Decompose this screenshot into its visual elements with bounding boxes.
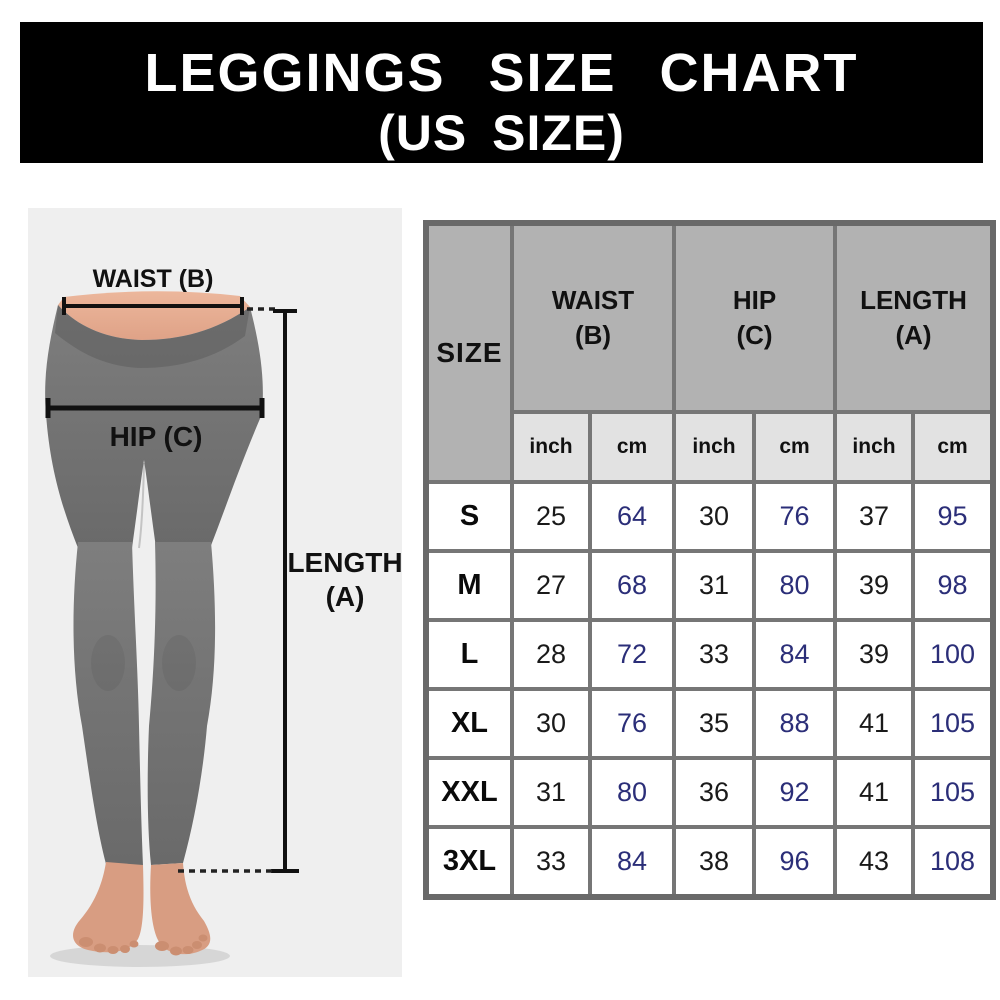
cell-value: 92 [752, 756, 837, 829]
cell-value: 84 [588, 825, 676, 899]
table-row: M 27 68 31 80 39 98 [424, 549, 996, 622]
cell-value: 37 [833, 480, 915, 553]
toes [79, 934, 208, 956]
cell-value: 84 [752, 618, 837, 691]
page-title: LEGGINGS SIZE CHART [144, 43, 859, 103]
cell-value: 41 [833, 687, 915, 760]
cell-value: 28 [510, 618, 592, 691]
left-foot [73, 862, 144, 953]
cell-value: 33 [510, 825, 592, 899]
cell-value: 30 [672, 480, 756, 553]
size-table: SIZE WAIST (B) HIP (C) LENGTH (A) inch c… [423, 220, 997, 900]
cell-value: 35 [672, 687, 756, 760]
cell-value: 39 [833, 549, 915, 622]
measurement-figure: WAIST (B) HIP (C) LENGTH (A) [28, 208, 402, 977]
title-banner: LEGGINGS SIZE CHART (US SIZE) [20, 22, 983, 163]
cell-value: 80 [752, 549, 837, 622]
length-label-line1: LENGTH [287, 547, 402, 578]
table-row: XXL 31 80 36 92 41 105 [424, 756, 996, 829]
cell-value: 95 [910, 480, 996, 553]
cell-value: 100 [910, 618, 996, 691]
cell-value: 98 [910, 549, 996, 622]
cell-value: 76 [752, 480, 837, 553]
size-label: L [424, 618, 514, 691]
cell-value: 30 [510, 687, 592, 760]
size-label: XL [424, 687, 514, 760]
table-row: 3XL 33 84 38 96 43 108 [424, 825, 996, 899]
cell-value: 33 [672, 618, 756, 691]
waist-group-line1: WAIST [551, 284, 635, 315]
length-group-header: LENGTH (A) [832, 221, 996, 414]
cell-value: 96 [752, 825, 837, 899]
length-label-line2: (A) [326, 581, 365, 612]
cell-value: 25 [510, 480, 592, 553]
unit-header: cm [752, 410, 837, 484]
hip-group-line2: (C) [736, 320, 773, 350]
size-column-header: SIZE [424, 221, 514, 484]
unit-header: cm [588, 410, 676, 484]
cell-value: 27 [510, 549, 592, 622]
size-label: XXL [424, 756, 514, 829]
cell-value: 105 [910, 756, 996, 829]
cell-value: 39 [833, 618, 915, 691]
waist-measure-line [62, 297, 244, 315]
cell-value: 80 [588, 756, 676, 829]
hip-label: HIP (C) [110, 421, 203, 452]
unit-header-row: inch cm inch cm inch cm [426, 410, 996, 484]
waist-group-line2: (B) [574, 320, 612, 350]
size-label: 3XL [424, 825, 514, 899]
cell-value: 31 [672, 549, 756, 622]
length-group-line1: LENGTH [860, 284, 967, 315]
cell-value: 31 [510, 756, 592, 829]
cell-value: 41 [833, 756, 915, 829]
page-subtitle: (US SIZE) [378, 105, 625, 161]
hip-group-line1: HIP [732, 284, 777, 315]
unit-header: cm [910, 410, 996, 484]
waist-group-header: WAIST (B) [510, 221, 676, 414]
leggings-left-leg [73, 542, 143, 866]
cell-value: 36 [672, 756, 756, 829]
cell-value: 43 [833, 825, 915, 899]
unit-header: inch [833, 410, 915, 484]
cell-value: 68 [588, 549, 676, 622]
cell-value: 76 [588, 687, 676, 760]
hip-measure-line [45, 398, 265, 418]
table-header-row: SIZE WAIST (B) HIP (C) LENGTH (A) [424, 221, 996, 484]
leggings-seam [138, 462, 145, 549]
cell-value: 64 [588, 480, 676, 553]
table-row: S 25 64 30 76 37 95 [424, 480, 996, 553]
table-row: XL 30 76 35 88 41 105 [424, 687, 996, 760]
cell-value: 88 [752, 687, 837, 760]
left-knee-shade [91, 635, 125, 691]
right-knee-shade [162, 635, 196, 691]
unit-header: inch [672, 410, 756, 484]
cell-value: 105 [910, 687, 996, 760]
size-label: S [424, 480, 514, 553]
cell-value: 108 [910, 825, 996, 899]
cell-value: 72 [588, 618, 676, 691]
size-label: M [424, 549, 514, 622]
hip-group-header: HIP (C) [672, 221, 837, 414]
leggings-right-leg [147, 542, 216, 865]
length-group-line2: (A) [895, 320, 932, 350]
unit-header: inch [510, 410, 592, 484]
leggings-hips [45, 305, 263, 548]
table-row: L 28 72 33 84 39 100 [424, 618, 996, 691]
waist-skin [58, 291, 250, 340]
cell-value: 38 [672, 825, 756, 899]
right-foot [150, 863, 211, 955]
length-measure-line [271, 309, 299, 873]
waist-label: WAIST (B) [93, 265, 214, 293]
leggings-waistband [55, 305, 250, 368]
